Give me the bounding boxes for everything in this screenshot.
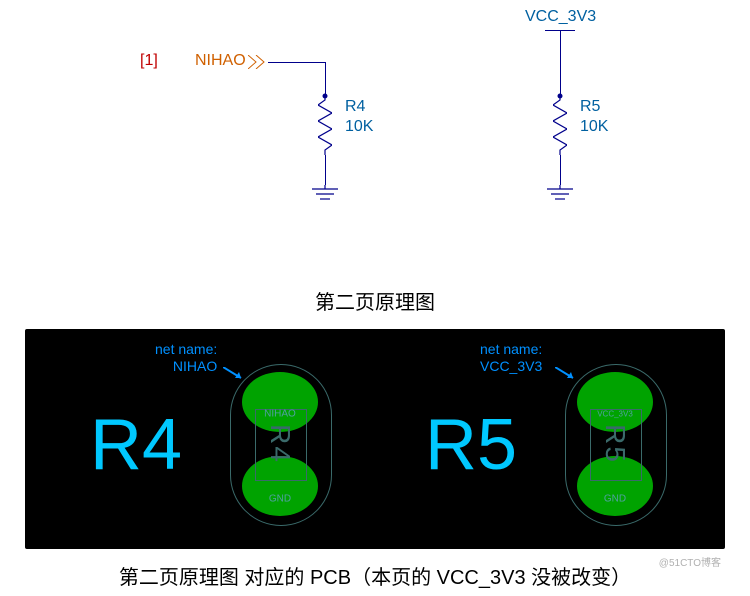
page-reference: [1]	[140, 52, 158, 70]
r4-silkscreen: R4	[264, 424, 296, 464]
wire-r5-bot	[560, 155, 561, 185]
r5-refdes: R5	[580, 98, 600, 116]
r4-arrow-icon	[223, 367, 247, 383]
resistor-r4-symbol	[318, 95, 332, 155]
gnd-r4-symbol	[310, 185, 340, 205]
r4-value: 10K	[345, 118, 373, 136]
r5-pad1-netname: VCC_3V3	[597, 410, 633, 419]
pcb-caption: 第二页原理图 对应的 PCB（本页的 VCC_3V3 没被改变）	[0, 549, 750, 596]
footprint-r4: NIHAO GND R4	[230, 364, 330, 524]
r4-pad2-netname: GND	[269, 494, 291, 505]
power-label: VCC_3V3	[525, 8, 596, 26]
wire-r4-top-v	[325, 62, 326, 95]
wire-r4-top-h	[268, 62, 325, 63]
pcb-panel: NIHAO GND R4 R4 net name: NIHAO VCC_3V3 …	[25, 329, 725, 549]
r4-netname-line2: NIHAO	[173, 358, 217, 374]
r5-value: 10K	[580, 118, 608, 136]
wire-r5-top	[560, 30, 561, 95]
net-port-label: NIHAO	[195, 52, 246, 70]
footprint-r5: VCC_3V3 GND R5	[565, 364, 665, 524]
r5-refdes-pcb: R5	[425, 404, 517, 486]
r4-pad1-netname: NIHAO	[264, 409, 296, 420]
r5-netname-line1: net name:	[480, 341, 542, 357]
schematic-panel: [1] NIHAO R4 10K VCC_3V3 R5 10K	[0, 0, 750, 280]
r4-refdes-pcb: R4	[90, 404, 182, 486]
offpage-connector-icon	[248, 55, 270, 69]
watermark: @51CTO博客	[659, 554, 721, 569]
r4-netname-annotation: net name: NIHAO	[155, 341, 217, 375]
r4-netname-line1: net name:	[155, 341, 217, 357]
wire-r4-bot	[325, 155, 326, 185]
schematic-caption: 第二页原理图	[0, 280, 750, 329]
r5-netname-line2: VCC_3V3	[480, 358, 542, 374]
r5-pad2-netname: GND	[604, 494, 626, 505]
r4-refdes: R4	[345, 98, 365, 116]
resistor-r5-symbol	[553, 95, 567, 155]
r5-arrow-icon	[555, 367, 579, 383]
gnd-r5-symbol	[545, 185, 575, 205]
r5-netname-annotation: net name: VCC_3V3	[480, 341, 542, 375]
r5-silkscreen: R5	[599, 424, 631, 464]
